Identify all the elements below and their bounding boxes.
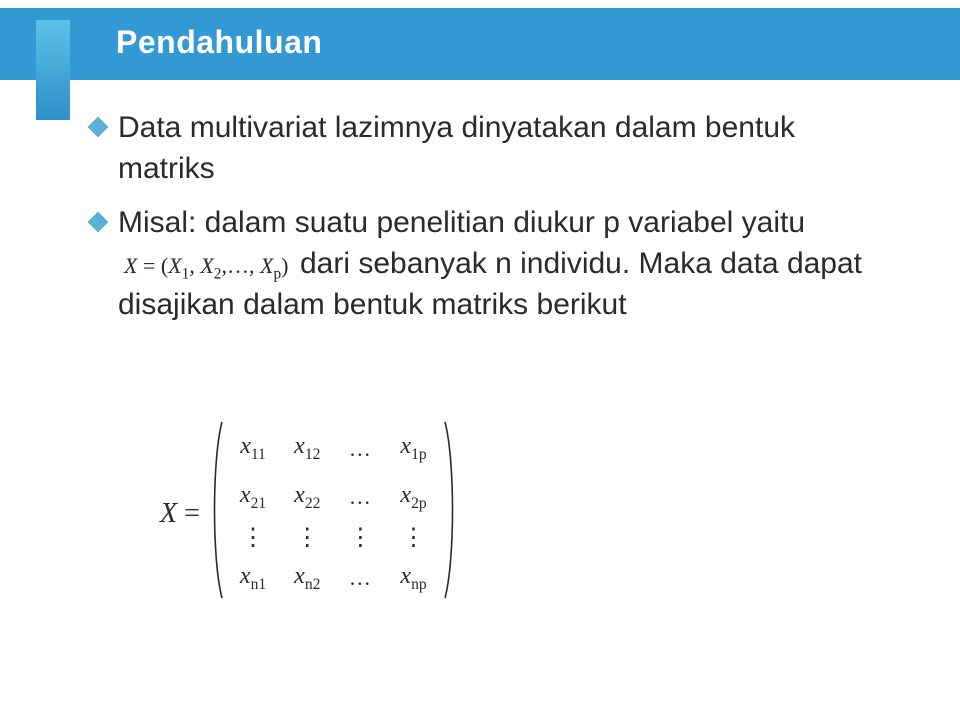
diamond-bullet-icon xyxy=(88,117,108,137)
matrix-cell: ⋮ xyxy=(348,531,372,545)
matrix-cell: x22 xyxy=(294,482,320,513)
matrix-cell: x1p xyxy=(400,433,426,464)
matrix-cell: xnp xyxy=(400,563,426,594)
matrix-cell: … xyxy=(349,484,372,510)
matrix-cell: x21 xyxy=(240,482,266,513)
matrix-equation: X = x11 x12 … x1p x21 x22 … x2p ⋮ ⋮ ⋮ ⋮ xn1 xn2 … xnp xyxy=(160,420,457,607)
matrix-eq-sign: = xyxy=(177,498,200,529)
matrix-cell: ⋮ xyxy=(241,531,265,545)
formula-comma: , xyxy=(189,253,200,278)
formula-lhs: X xyxy=(124,253,137,278)
matrix-cell: x12 xyxy=(294,433,320,464)
formula-close: ) xyxy=(281,253,288,278)
matrix-grid: x11 x12 … x1p x21 x22 … x2p ⋮ ⋮ ⋮ ⋮ xn1 xn2 … xnp xyxy=(224,425,443,602)
matrix-cell: ⋮ xyxy=(295,531,319,545)
matrix-lhs: X = xyxy=(160,498,200,530)
matrix-cell: … xyxy=(349,565,372,591)
matrix-cell: xn2 xyxy=(294,563,320,594)
inline-formula: X = (X1, X2,…, Xp) xyxy=(118,253,300,278)
bullet-item: Misal: dalam suatu penelitian diukur p v… xyxy=(88,203,888,325)
matrix-cell: ⋮ xyxy=(402,531,426,545)
bullet-text-before: Misal: dalam suatu penelitian diukur p v… xyxy=(118,206,805,239)
matrix-cell: xn1 xyxy=(240,563,266,594)
formula-xp: X xyxy=(260,253,273,278)
slide-title: Pendahuluan xyxy=(116,24,322,61)
formula-x1: X xyxy=(168,253,181,278)
matrix-cell: … xyxy=(349,436,372,462)
header-accent-block xyxy=(36,20,70,120)
formula-eq: = ( xyxy=(137,253,168,278)
matrix-cell: x11 xyxy=(240,433,266,464)
formula-sub2: 2 xyxy=(214,265,222,282)
slide-content: Data multivariat lazimnya dinyatakan dal… xyxy=(88,108,888,339)
bullet-text: Misal: dalam suatu penelitian diukur p v… xyxy=(118,203,888,325)
matrix-cell: x2p xyxy=(400,482,426,513)
formula-comma: ,…, xyxy=(222,253,261,278)
right-paren-icon xyxy=(443,420,457,607)
formula-subp: p xyxy=(273,265,281,282)
matrix-lhs-var: X xyxy=(160,498,177,529)
bullet-text: Data multivariat lazimnya dinyatakan dal… xyxy=(118,108,888,189)
diamond-bullet-icon xyxy=(88,212,108,232)
left-paren-icon xyxy=(210,420,224,607)
formula-x2: X xyxy=(200,253,213,278)
bullet-item: Data multivariat lazimnya dinyatakan dal… xyxy=(88,108,888,189)
